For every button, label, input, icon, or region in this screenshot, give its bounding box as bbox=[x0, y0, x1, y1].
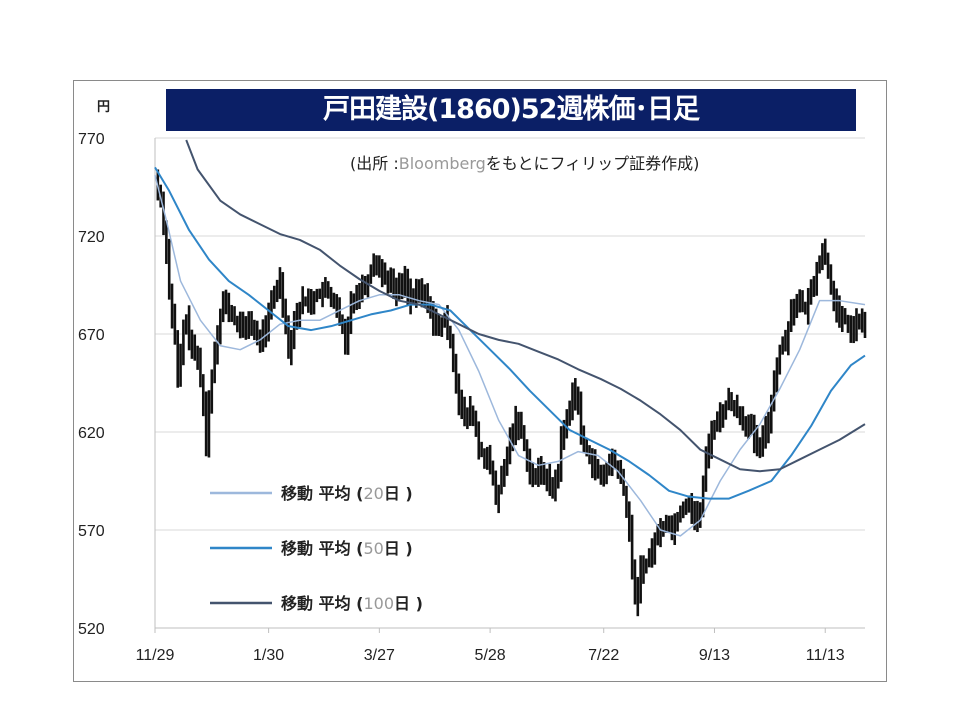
source-prefix: (出所 : bbox=[350, 154, 399, 173]
x-tick-label: 1/30 bbox=[253, 647, 284, 664]
y-axis-unit: 円 bbox=[97, 100, 111, 115]
legend-label: 移動 平均 (100日 ) bbox=[281, 594, 423, 613]
legend-label-period: 20 bbox=[363, 484, 383, 503]
legend-label-main: 移動 平均 ( bbox=[281, 484, 363, 503]
source-brand: Bloomberg bbox=[398, 154, 486, 173]
legend-label: 移動 平均 (50日 ) bbox=[281, 539, 413, 558]
chart-title: 戸田建設(1860)52週株価･日足 bbox=[166, 89, 856, 131]
y-tick-label: 670 bbox=[78, 327, 105, 344]
legend-label-end: 日 ) bbox=[384, 539, 413, 558]
x-tick-label: 7/22 bbox=[588, 647, 619, 664]
legend-label: 移動 平均 (20日 ) bbox=[281, 484, 413, 503]
y-tick-label: 770 bbox=[78, 131, 105, 148]
legend-label-period: 50 bbox=[363, 539, 383, 558]
x-tick-label: 5/28 bbox=[475, 647, 506, 664]
x-tick-label: 3/27 bbox=[364, 647, 395, 664]
ma-line-100 bbox=[185, 139, 866, 473]
moving-average-lines bbox=[154, 139, 866, 537]
x-tick-label: 11/13 bbox=[806, 647, 845, 664]
chart-frame bbox=[73, 80, 887, 682]
legend-label-end: 日 ) bbox=[384, 484, 413, 503]
y-tick-label: 720 bbox=[78, 229, 105, 246]
source-note: (出所 :Bloombergをもとにフィリップ証券作成) bbox=[350, 150, 699, 174]
y-tick-label: 520 bbox=[78, 621, 105, 638]
y-tick-label: 620 bbox=[78, 425, 105, 442]
ma-line-20 bbox=[154, 175, 866, 537]
ma-line-50 bbox=[154, 166, 866, 500]
legend-label-main: 移動 平均 ( bbox=[281, 539, 363, 558]
x-tick-label: 9/13 bbox=[699, 647, 730, 664]
legend-label-end: 日 ) bbox=[394, 594, 423, 613]
x-tick-label: 11/29 bbox=[136, 647, 175, 664]
source-suffix: をもとにフィリップ証券作成) bbox=[485, 154, 700, 173]
legend-label-main: 移動 平均 ( bbox=[281, 594, 363, 613]
axes: 770 720 670 620 570 520 11/29 1/30 3/27 5/28 7/22 9… bbox=[78, 131, 865, 664]
legend-label-period: 100 bbox=[363, 594, 394, 613]
legend: 移動 平均 (20日 )移動 平均 (50日 )移動 平均 (100日 ) bbox=[210, 484, 423, 613]
y-tick-label: 570 bbox=[78, 523, 105, 540]
